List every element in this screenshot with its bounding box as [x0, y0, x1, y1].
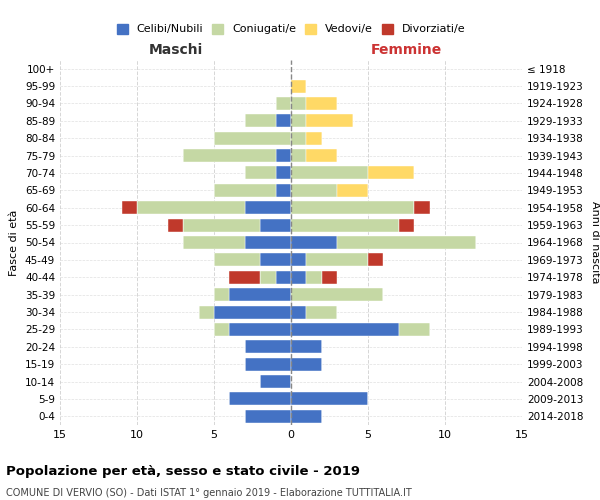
- Bar: [229, 270, 260, 284]
- Text: Popolazione per età, sesso e stato civile - 2019: Popolazione per età, sesso e stato civil…: [6, 465, 360, 478]
- Bar: [275, 270, 291, 284]
- Bar: [291, 306, 307, 318]
- Bar: [229, 323, 291, 336]
- Bar: [291, 184, 337, 197]
- Bar: [275, 97, 291, 110]
- Bar: [399, 323, 430, 336]
- Bar: [291, 236, 337, 249]
- Bar: [275, 149, 291, 162]
- Bar: [214, 184, 275, 197]
- Text: Maschi: Maschi: [148, 42, 203, 56]
- Bar: [307, 254, 368, 266]
- Bar: [291, 132, 307, 144]
- Bar: [199, 306, 214, 318]
- Bar: [399, 218, 414, 232]
- Bar: [245, 410, 291, 423]
- Text: Femmine: Femmine: [371, 42, 442, 56]
- Bar: [307, 149, 337, 162]
- Bar: [214, 323, 229, 336]
- Bar: [291, 218, 399, 232]
- Bar: [307, 306, 337, 318]
- Bar: [322, 270, 337, 284]
- Bar: [307, 132, 322, 144]
- Bar: [260, 375, 291, 388]
- Bar: [337, 236, 476, 249]
- Bar: [214, 288, 229, 301]
- Bar: [291, 166, 368, 179]
- Bar: [291, 149, 307, 162]
- Bar: [291, 323, 399, 336]
- Bar: [307, 270, 322, 284]
- Bar: [291, 80, 307, 92]
- Bar: [414, 201, 430, 214]
- Bar: [260, 218, 291, 232]
- Bar: [183, 149, 275, 162]
- Bar: [245, 340, 291, 353]
- Bar: [245, 201, 291, 214]
- Bar: [275, 114, 291, 128]
- Bar: [168, 218, 183, 232]
- Y-axis label: Fasce di età: Fasce di età: [10, 210, 19, 276]
- Bar: [307, 114, 353, 128]
- Bar: [229, 288, 291, 301]
- Bar: [275, 184, 291, 197]
- Bar: [183, 218, 260, 232]
- Bar: [291, 97, 307, 110]
- Bar: [291, 410, 322, 423]
- Y-axis label: Anni di nascita: Anni di nascita: [590, 201, 600, 284]
- Bar: [291, 201, 414, 214]
- Bar: [337, 184, 368, 197]
- Bar: [291, 270, 307, 284]
- Bar: [137, 201, 245, 214]
- Bar: [245, 236, 291, 249]
- Bar: [291, 358, 322, 370]
- Bar: [291, 114, 307, 128]
- Bar: [245, 114, 275, 128]
- Bar: [260, 270, 275, 284]
- Bar: [214, 254, 260, 266]
- Bar: [245, 166, 275, 179]
- Bar: [291, 288, 383, 301]
- Text: COMUNE DI VERVIO (SO) - Dati ISTAT 1° gennaio 2019 - Elaborazione TUTTITALIA.IT: COMUNE DI VERVIO (SO) - Dati ISTAT 1° ge…: [6, 488, 412, 498]
- Bar: [368, 254, 383, 266]
- Bar: [214, 306, 291, 318]
- Bar: [260, 254, 291, 266]
- Bar: [183, 236, 245, 249]
- Bar: [291, 254, 307, 266]
- Bar: [275, 166, 291, 179]
- Bar: [307, 97, 337, 110]
- Bar: [229, 392, 291, 406]
- Bar: [122, 201, 137, 214]
- Bar: [291, 392, 368, 406]
- Bar: [245, 358, 291, 370]
- Legend: Celibi/Nubili, Coniugati/e, Vedovi/e, Divorziati/e: Celibi/Nubili, Coniugati/e, Vedovi/e, Di…: [111, 18, 471, 40]
- Bar: [214, 132, 291, 144]
- Bar: [368, 166, 414, 179]
- Bar: [291, 340, 322, 353]
